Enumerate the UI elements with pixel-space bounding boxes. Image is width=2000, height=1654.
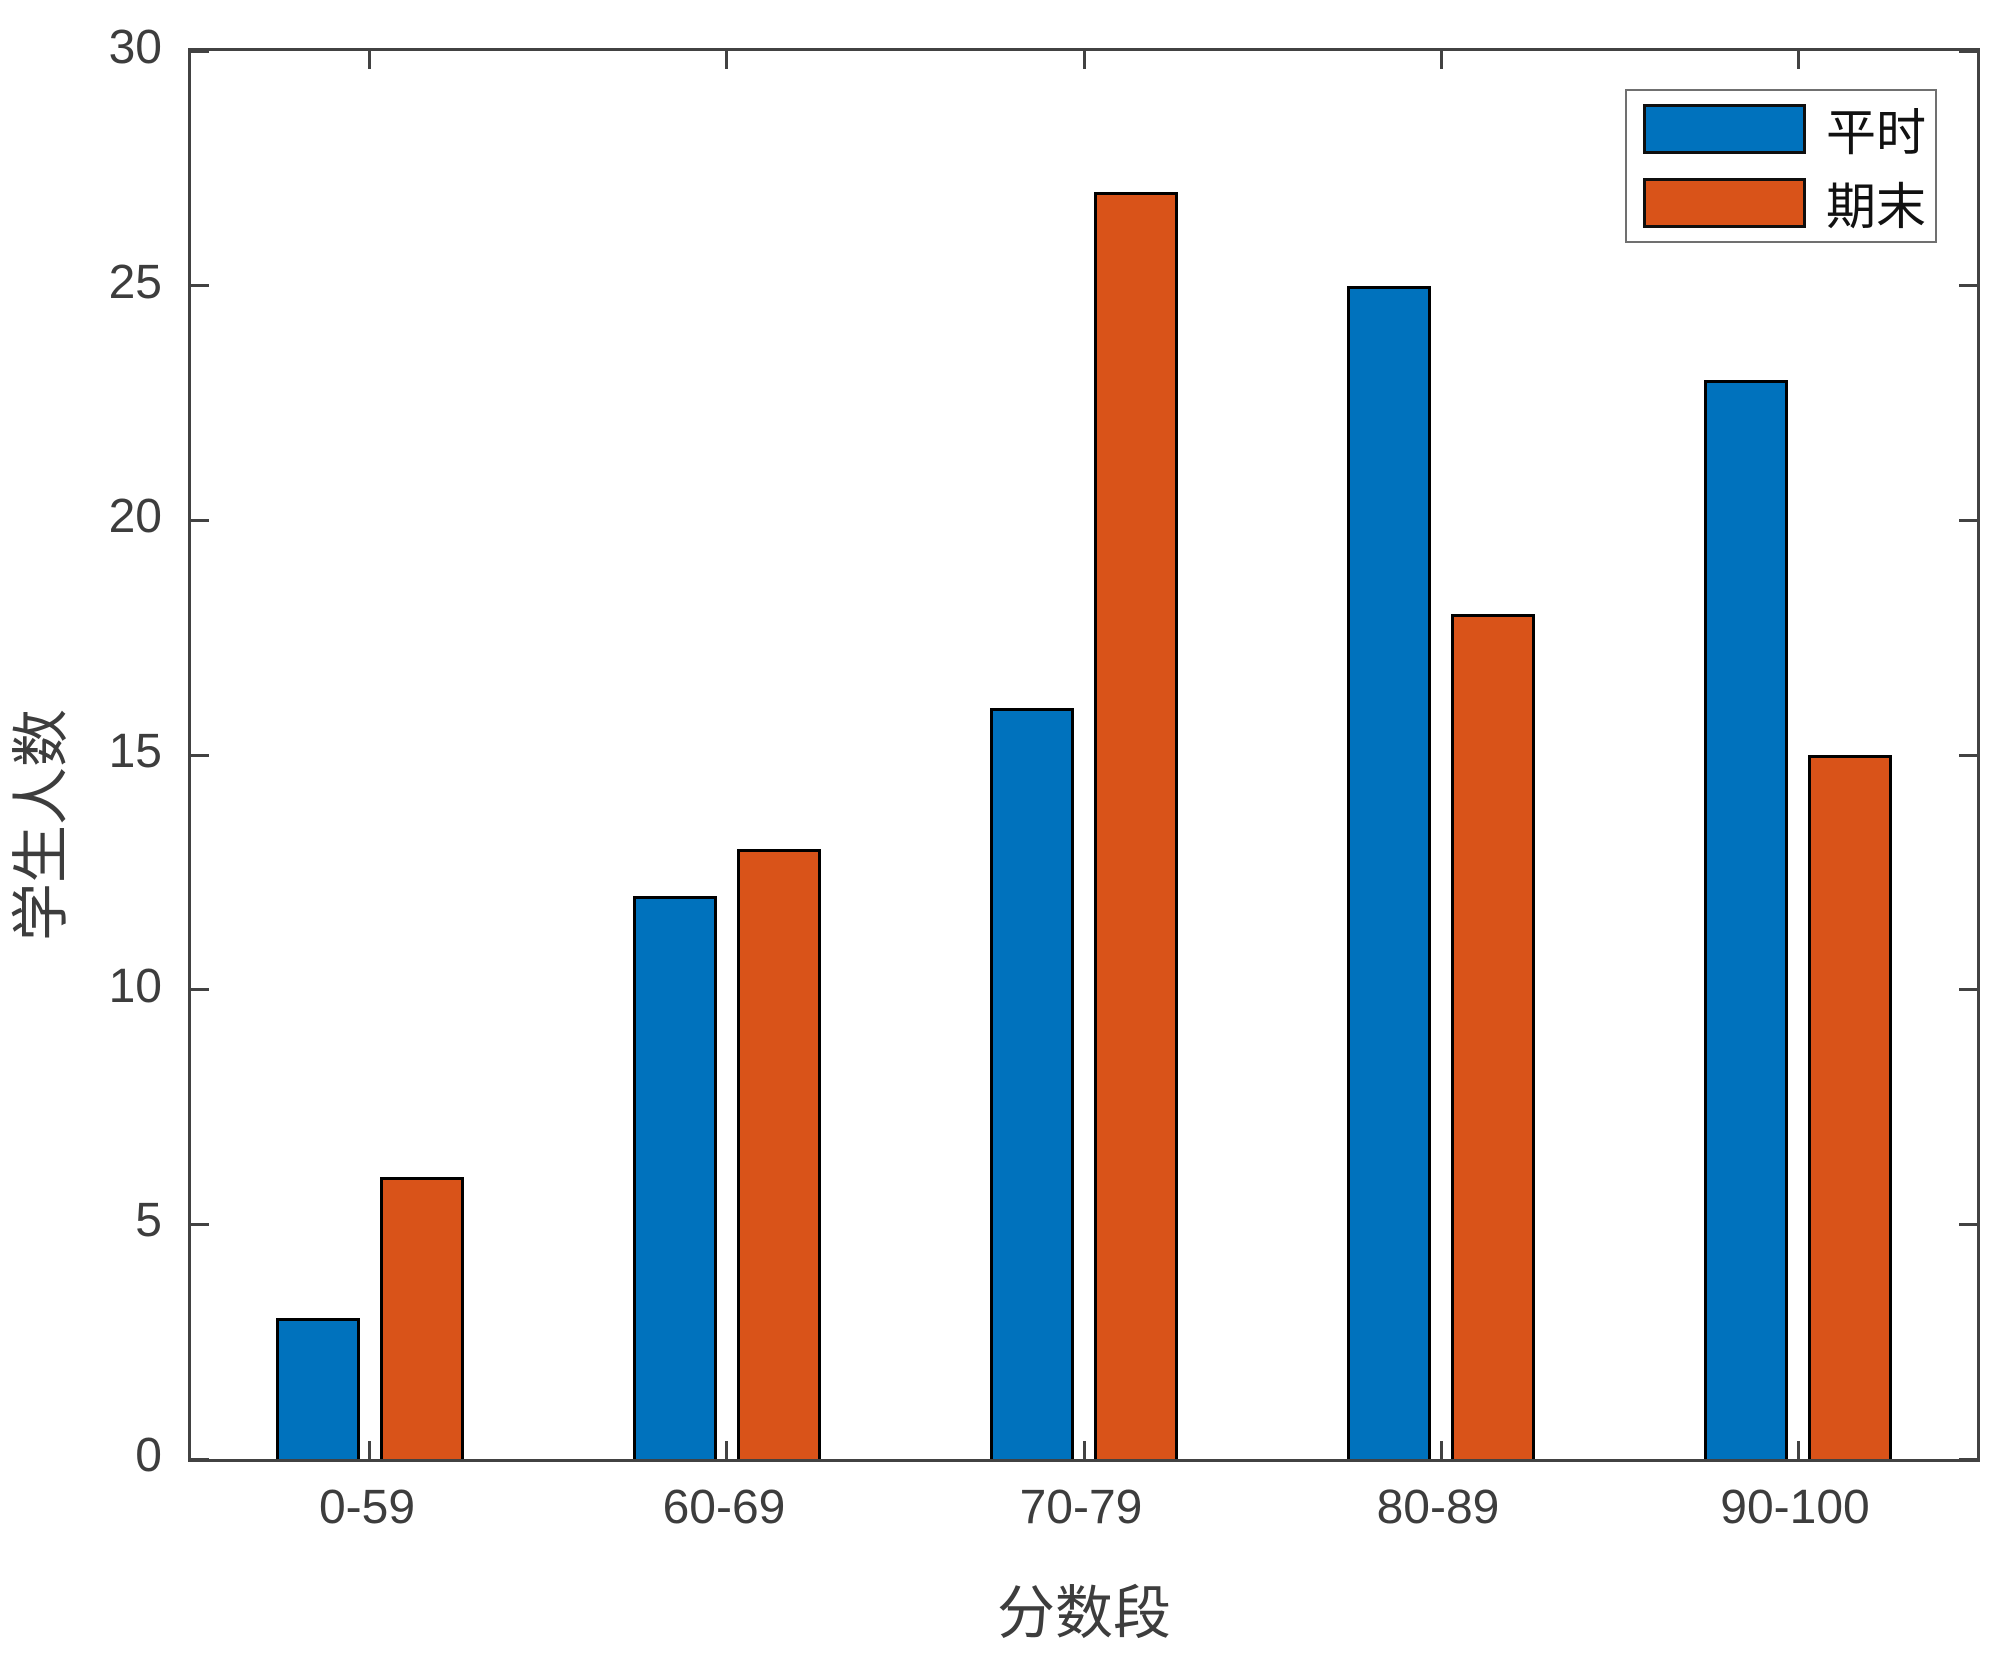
bar-series1-70-79 xyxy=(990,708,1074,1459)
y-tick-left xyxy=(191,1458,209,1461)
bar-series2-0-59 xyxy=(380,1177,464,1459)
y-tick-right xyxy=(1959,754,1977,757)
y-tick-label: 0 xyxy=(135,1429,162,1482)
x-tick-top xyxy=(1440,51,1443,69)
y-tick-right xyxy=(1959,1223,1977,1226)
y-tick-left xyxy=(191,519,209,522)
y-tick-right xyxy=(1959,519,1977,522)
y-tick-right xyxy=(1959,1458,1977,1461)
y-tick-left xyxy=(191,754,209,757)
legend-swatch-series2 xyxy=(1643,178,1806,228)
y-tick-right xyxy=(1959,284,1977,287)
bar-series1-60-69 xyxy=(633,896,717,1459)
y-tick-left xyxy=(191,988,209,991)
legend-label: 期末 xyxy=(1826,179,1926,235)
y-tick-left xyxy=(191,1223,209,1226)
x-tick-bottom xyxy=(1797,1441,1800,1459)
bar-series2-60-69 xyxy=(737,849,821,1459)
y-tick-label: 10 xyxy=(108,960,162,1013)
legend-label: 平时 xyxy=(1826,105,1926,161)
bar-series2-90-100 xyxy=(1808,755,1892,1459)
legend-swatch-series1 xyxy=(1643,104,1806,154)
x-tick-label: 80-89 xyxy=(1376,1481,1500,1534)
x-tick-label: 0-59 xyxy=(318,1481,416,1534)
y-tick-right xyxy=(1959,50,1977,53)
bar-series2-70-79 xyxy=(1094,192,1178,1459)
x-tick-label: 60-69 xyxy=(662,1481,786,1534)
bar-series1-90-100 xyxy=(1704,380,1788,1459)
y-tick-label: 25 xyxy=(108,256,162,309)
x-tick-top xyxy=(1797,51,1800,69)
legend-item-series2: 期末 xyxy=(1627,167,1935,239)
y-tick-label: 30 xyxy=(108,21,162,74)
x-tick-bottom xyxy=(725,1441,728,1459)
bar-series1-80-89 xyxy=(1347,286,1431,1459)
y-tick-left xyxy=(191,284,209,287)
bar-series2-80-89 xyxy=(1451,614,1535,1459)
y-tick-label: 20 xyxy=(108,490,162,543)
x-tick-top xyxy=(725,51,728,69)
y-tick-right xyxy=(1959,988,1977,991)
x-tick-top xyxy=(368,51,371,69)
legend-item-series1: 平时 xyxy=(1627,93,1935,165)
x-tick-label: 70-79 xyxy=(1019,1481,1143,1534)
plot-area xyxy=(188,48,1980,1462)
y-axis-label: 学生人数 xyxy=(9,709,74,942)
x-tick-top xyxy=(1083,51,1086,69)
x-tick-bottom xyxy=(1083,1441,1086,1459)
y-tick-left xyxy=(191,50,209,53)
x-tick-bottom xyxy=(368,1441,371,1459)
y-tick-label: 5 xyxy=(135,1194,162,1247)
x-tick-bottom xyxy=(1440,1441,1443,1459)
y-tick-label: 15 xyxy=(108,725,162,778)
x-axis-label: 分数段 xyxy=(996,1581,1171,1646)
x-tick-label: 90-100 xyxy=(1720,1481,1870,1534)
legend: 平时 期末 xyxy=(1625,89,1937,243)
bar-series1-0-59 xyxy=(276,1318,360,1459)
